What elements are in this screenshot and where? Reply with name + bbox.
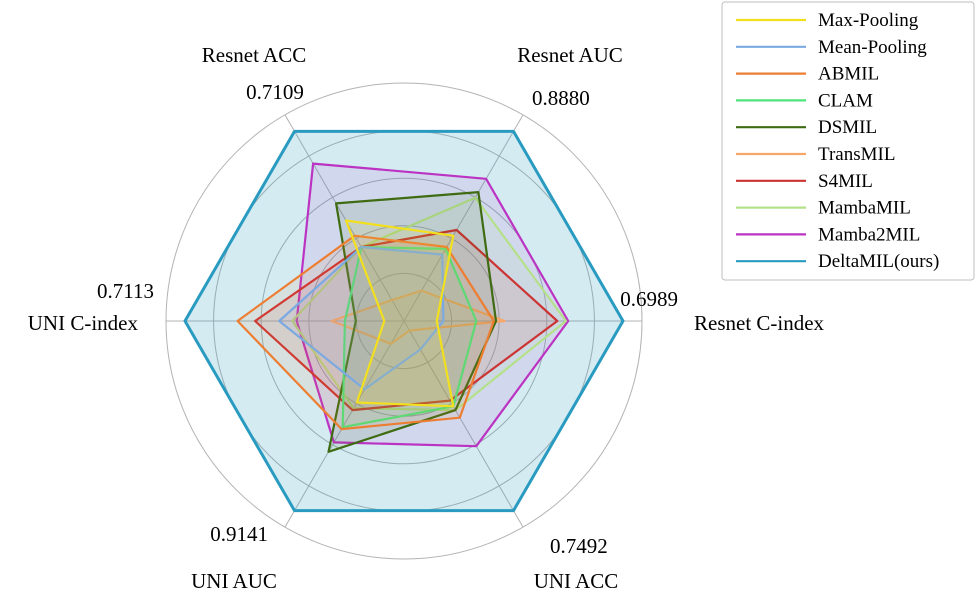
axis-max-label-3: 0.7109 — [246, 80, 304, 104]
axis-max-label-4: 0.7113 — [97, 279, 154, 303]
legend-label-8: MambaMIL — [818, 198, 911, 219]
radar-series-layer — [183, 129, 625, 513]
axis-label-6: UNI ACC — [534, 569, 619, 593]
legend-label-9: Mamba2MIL — [818, 224, 920, 245]
legend-label-7: S4MIL — [818, 171, 873, 192]
series-max-pooling — [344, 219, 455, 408]
series-transmil — [330, 289, 506, 345]
series-mean-pooling — [278, 245, 445, 391]
axis-max-label-6: 0.7492 — [550, 534, 608, 558]
axis-spoke-2 — [403, 114, 524, 322]
axis-max-label-5: 0.9141 — [210, 522, 268, 546]
legend-label-3: ABMIL — [818, 64, 879, 85]
legend-box — [721, 1, 975, 281]
axis-label-4: UNI C-index — [28, 311, 139, 335]
axis-label-5: UNI AUC — [191, 569, 277, 593]
legend-label-5: DSMIL — [818, 117, 877, 138]
legend: Max-Pooling Mean-Pooling ABMIL CLAM DSMIL Tra… — [721, 1, 975, 281]
axis-label-layer: Resnet C-index 0.6989 Resnet AUC 0.8880 Resn… — [28, 43, 825, 593]
series-abmil — [236, 234, 495, 431]
legend-label-1: Max-Pooling — [818, 10, 919, 31]
axis-spoke-3 — [284, 114, 405, 322]
axis-spoke-5 — [284, 320, 405, 528]
legend-label-2: Mean-Pooling — [818, 37, 927, 58]
axis-label-1: Resnet C-index — [694, 311, 825, 335]
legend-label-6: TransMIL — [818, 144, 895, 165]
legend-label-10: DeltaMIL(ours) — [818, 251, 939, 272]
axis-label-2: Resnet AUC — [517, 43, 623, 67]
axis-max-label-2: 0.8880 — [532, 86, 590, 110]
legend-label-4: CLAM — [818, 90, 873, 111]
axis-max-label-1: 0.6989 — [620, 287, 678, 311]
axis-label-3: Resnet ACC — [202, 43, 306, 67]
axis-spoke-6 — [403, 320, 524, 528]
series-mamba2mil — [295, 162, 570, 448]
